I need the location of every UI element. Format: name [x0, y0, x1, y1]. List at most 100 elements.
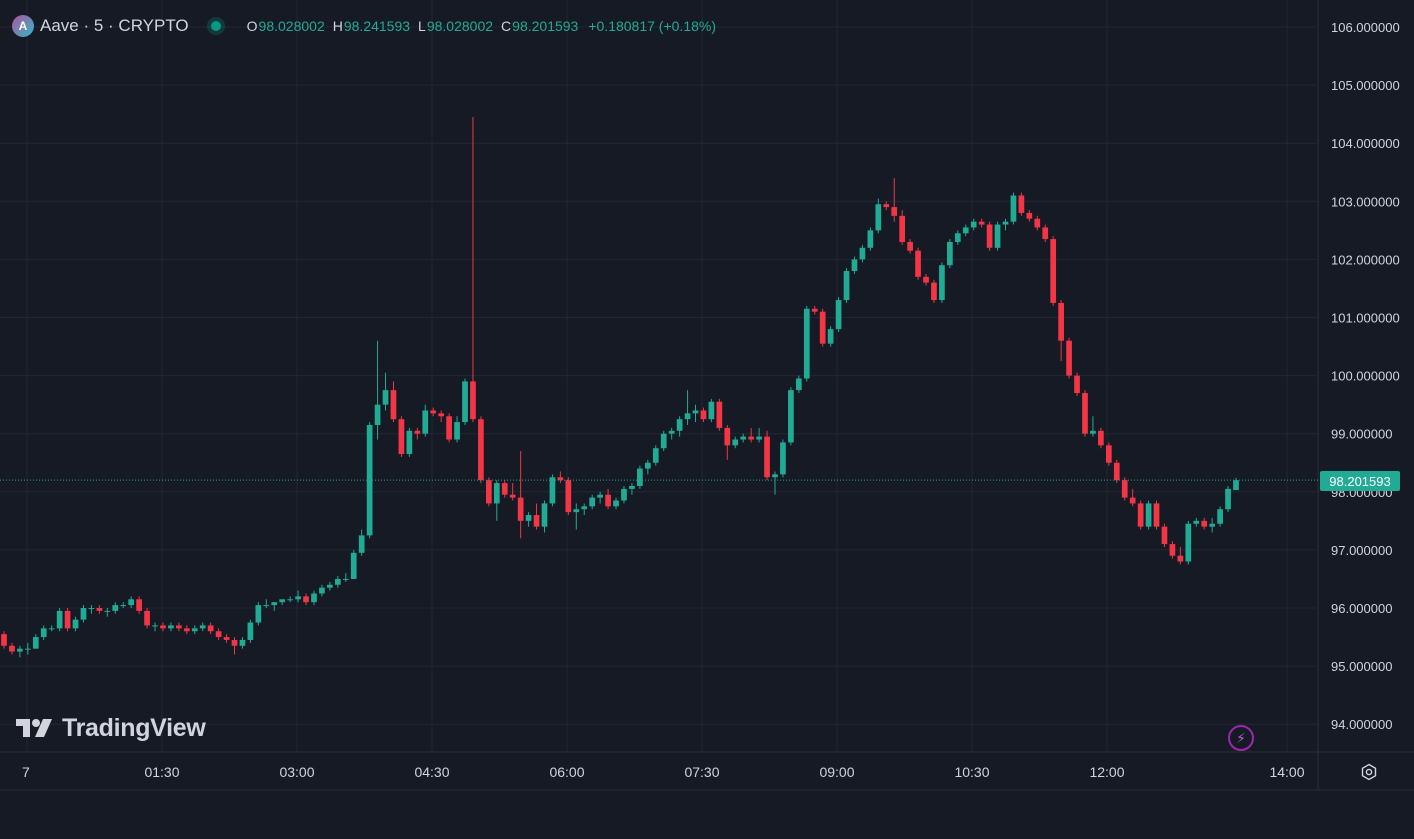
x-tick-label: 10:30: [954, 764, 989, 780]
candle-body: [1098, 430, 1104, 446]
candle-body: [589, 497, 596, 507]
candle-body: [358, 535, 365, 553]
y-tick-label: 103.000000: [1331, 194, 1400, 209]
candle-body: [962, 227, 969, 234]
candle-body: [104, 610, 111, 612]
market-status-icon[interactable]: [210, 21, 221, 31]
candle-body: [72, 619, 79, 629]
candle-body: [17, 648, 23, 652]
y-tick-label: 96.000000: [1331, 601, 1392, 616]
candle-body: [1193, 520, 1200, 524]
candle-body: [446, 416, 452, 440]
y-tick-label: 102.000000: [1331, 252, 1400, 267]
candle-body: [978, 221, 985, 225]
candle-body: [1169, 544, 1176, 556]
candle-body: [342, 578, 349, 580]
candle-body: [1010, 195, 1017, 222]
candle-body: [859, 247, 866, 260]
candle-body: [239, 639, 246, 646]
x-tick-label: 04:30: [414, 764, 449, 780]
candle-body: [684, 413, 691, 420]
candle-body: [160, 625, 166, 629]
candle-body: [581, 506, 588, 510]
candle-body: [891, 207, 898, 216]
candle-body: [1018, 195, 1025, 213]
candle-body: [1177, 555, 1184, 562]
candle-body: [573, 509, 580, 513]
candle-body: [613, 500, 619, 507]
candle-body: [605, 494, 611, 507]
y-tick-label: 104.000000: [1331, 136, 1400, 151]
candle-body: [422, 410, 429, 434]
candle-body: [835, 300, 842, 330]
candle-body: [557, 477, 564, 481]
candle-body: [279, 599, 286, 603]
candle-body: [1129, 497, 1136, 504]
candle-body: [541, 503, 548, 527]
x-tick-label: 03:00: [279, 764, 314, 780]
symbol-title[interactable]: Aave · 5 · CRYPTO: [40, 16, 189, 35]
low-value: 98.028002: [426, 18, 494, 34]
candle-body: [462, 381, 468, 423]
candle-body: [772, 474, 778, 478]
x-tick-label: 7: [22, 764, 30, 780]
x-tick-label: 09:00: [819, 764, 854, 780]
candle-body: [382, 390, 389, 405]
candle-body: [764, 436, 770, 478]
gear-shape: [1361, 763, 1377, 781]
candle-body: [947, 241, 953, 266]
candle-body: [486, 480, 492, 504]
candle-body: [48, 628, 55, 630]
y-tick-label: 97.000000: [1331, 543, 1392, 558]
candle-body: [223, 637, 230, 640]
candle-body: [120, 605, 127, 607]
candle-body: [827, 329, 834, 344]
candle-body: [311, 593, 317, 603]
y-tick-label: 105.000000: [1331, 78, 1400, 93]
candle-body: [128, 599, 135, 606]
candle-body: [454, 422, 460, 440]
candle-body: [1225, 488, 1231, 510]
candle-body: [629, 485, 635, 489]
candle-body: [215, 631, 222, 638]
candle-body: [1209, 523, 1216, 527]
candle-body: [915, 250, 921, 277]
candle-body: [923, 276, 929, 283]
candle-body: [390, 390, 397, 420]
candle-body: [263, 605, 270, 607]
candle-body: [517, 497, 524, 521]
candle-body: [56, 610, 63, 629]
lightning-icon[interactable]: ⚡: [1228, 725, 1254, 751]
candle-body: [1002, 221, 1009, 225]
candle-body: [327, 584, 333, 588]
candle-body: [708, 401, 715, 420]
last-price-label: 98.201593: [1320, 471, 1400, 491]
candle-body: [287, 599, 293, 601]
candle-body: [303, 596, 309, 603]
candle-body: [470, 381, 476, 420]
candle-body: [692, 410, 699, 414]
candle-body: [112, 605, 119, 611]
candle-body: [637, 468, 643, 486]
candle-body: [207, 625, 214, 632]
candle-body: [756, 436, 762, 440]
gear-icon[interactable]: [1358, 761, 1380, 783]
ohlc-values: O 98.028002 H 98.241593 L 98.028002 C 98.201…: [247, 18, 716, 34]
time-axis[interactable]: [0, 752, 1414, 790]
candle-body: [32, 637, 39, 649]
candle-body: [668, 430, 675, 434]
candle-body: [1161, 526, 1168, 545]
candle-body: [867, 230, 874, 248]
candle-body: [939, 265, 945, 301]
tradingview-logo-icon[interactable]: TradingView: [16, 714, 206, 742]
candle-body: [780, 442, 786, 475]
candle-body: [509, 494, 516, 498]
candle-body: [501, 483, 508, 495]
candle-body: [748, 436, 754, 440]
candle-body: [144, 610, 150, 626]
candle-body: [199, 625, 206, 629]
open-value: 98.028002: [258, 18, 325, 34]
candle-body: [1145, 503, 1152, 527]
